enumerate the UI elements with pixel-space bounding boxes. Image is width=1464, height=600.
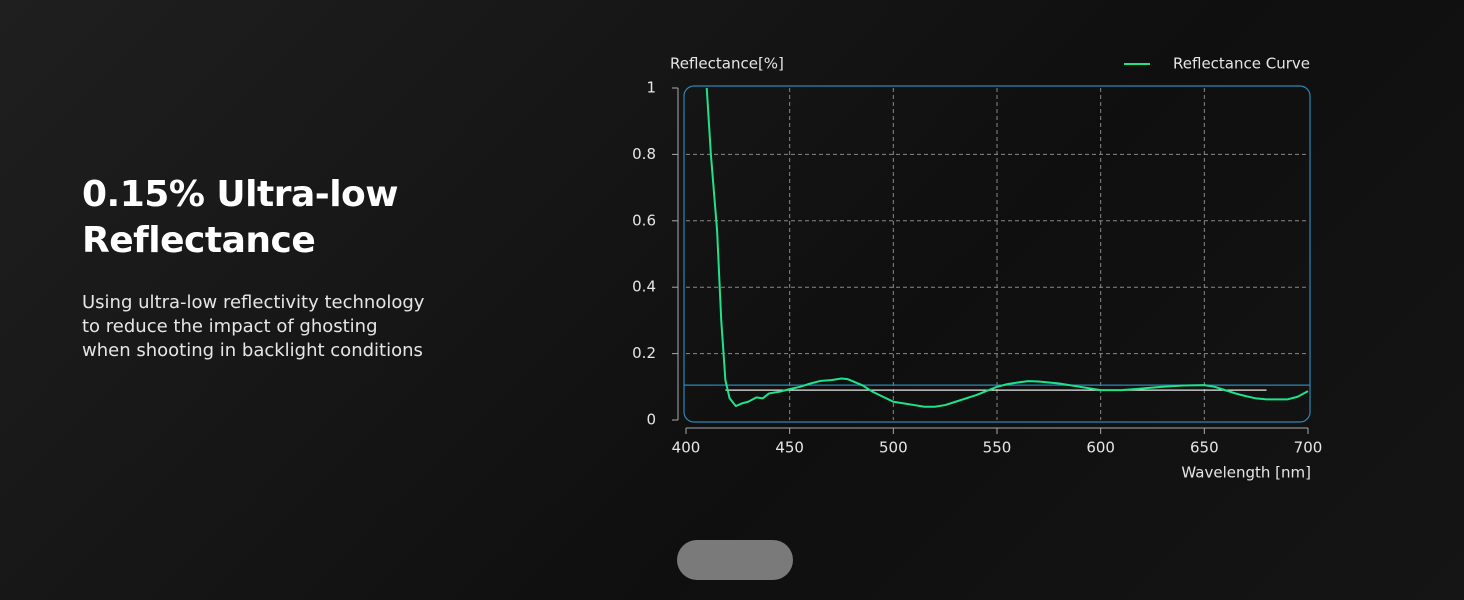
description-line: Using ultra-low reflectivity technology bbox=[82, 292, 425, 313]
line bbox=[705, 87, 1309, 408]
heading: 0.15% Ultra-low Reflectance bbox=[82, 172, 399, 264]
x-tick-label: 600 bbox=[1086, 439, 1115, 457]
legend-label: Reflectance Curve bbox=[1173, 55, 1310, 73]
description-line: when shooting in backlight conditions bbox=[82, 340, 423, 361]
x-tick-label: 450 bbox=[775, 439, 804, 457]
y-axis-label: Reflectance[%] bbox=[670, 55, 784, 73]
y-tick-label: 0.8 bbox=[632, 145, 656, 163]
y-tick-label: 1 bbox=[646, 79, 656, 97]
y-tick-label: 0.2 bbox=[632, 344, 656, 362]
x-tick-label: 400 bbox=[672, 439, 701, 457]
y-tick-label: 0 bbox=[646, 411, 656, 429]
x-tick-label: 650 bbox=[1190, 439, 1219, 457]
y-tick-label: 0.4 bbox=[632, 278, 656, 296]
heading-line: 0.15% Ultra-low bbox=[82, 174, 399, 215]
heading-line: Reflectance bbox=[82, 220, 316, 261]
description: Using ultra-low reflectivity technology … bbox=[82, 291, 424, 363]
pager-button[interactable] bbox=[677, 540, 793, 580]
x-axis-label: Wavelength [nm] bbox=[1181, 464, 1311, 482]
x-tick-label: 500 bbox=[879, 439, 908, 457]
plot-frame bbox=[683, 85, 1311, 423]
description-line: to reduce the impact of ghosting bbox=[82, 316, 378, 337]
x-tick-label: 700 bbox=[1294, 439, 1323, 457]
y-tick-label: 0.6 bbox=[632, 211, 656, 229]
x-tick-label: 550 bbox=[983, 439, 1012, 457]
